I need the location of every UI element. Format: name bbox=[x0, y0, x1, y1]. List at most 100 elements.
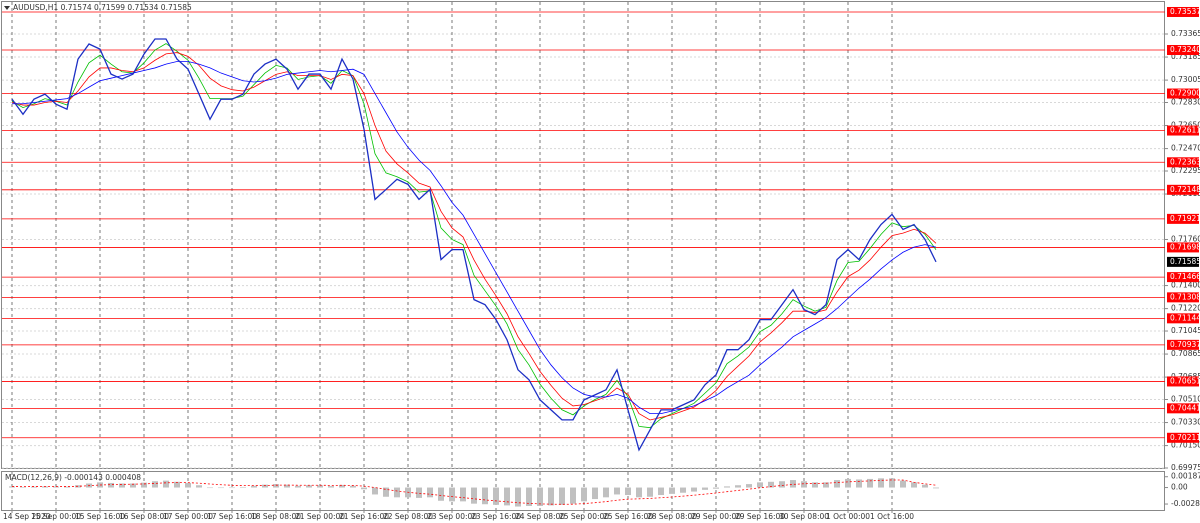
macd-bar bbox=[394, 487, 400, 498]
macd-bar bbox=[53, 486, 59, 488]
macd-bar bbox=[647, 487, 653, 497]
y-tick-label: 0.001878 bbox=[1171, 472, 1200, 481]
macd-bar bbox=[658, 487, 664, 496]
macd-bar bbox=[207, 487, 213, 489]
x-tick-label: 30 Sep 08:00 bbox=[779, 512, 829, 521]
series-line bbox=[11, 52, 937, 421]
macd-bar bbox=[427, 487, 433, 498]
y-tick-label: 0.70510 bbox=[1171, 395, 1200, 404]
macd-bar bbox=[603, 487, 609, 498]
macd-panel-border bbox=[1, 471, 1165, 511]
x-tick-label: 21 Sep 16:00 bbox=[339, 512, 389, 521]
macd-bar bbox=[317, 485, 323, 488]
macd-bar bbox=[20, 486, 26, 488]
x-tick-label: 15 Sep 00:00 bbox=[31, 512, 81, 521]
level-label-box bbox=[1167, 45, 1199, 56]
macd-bar bbox=[64, 486, 70, 488]
macd-bar bbox=[669, 487, 675, 494]
macd-bar bbox=[570, 487, 576, 504]
macd-bar bbox=[537, 487, 543, 506]
macd-bar bbox=[757, 482, 763, 488]
macd-bar bbox=[262, 484, 268, 488]
series-line bbox=[11, 38, 937, 452]
macd-bar bbox=[185, 482, 191, 488]
macd-bar bbox=[339, 484, 345, 488]
macd-bar bbox=[625, 487, 631, 496]
y-tick-label: 0.73185 bbox=[1171, 52, 1200, 61]
macd-bar bbox=[141, 482, 147, 488]
macd-bar bbox=[856, 479, 862, 488]
x-tick-label: 1 Oct 00:00 bbox=[826, 512, 870, 521]
level-label-box bbox=[1167, 292, 1199, 303]
level-label: 0.71308 bbox=[1170, 292, 1200, 301]
level-label: 0.71921 bbox=[1170, 214, 1200, 223]
level-label: 0.70441 bbox=[1170, 403, 1200, 412]
series-line bbox=[11, 479, 937, 505]
macd-bar bbox=[218, 487, 224, 489]
macd-bar bbox=[361, 487, 367, 490]
x-tick-label: 24 Sep 08:00 bbox=[515, 512, 565, 521]
macd-bar bbox=[900, 480, 906, 488]
x-tick-label: 23 Sep 16:00 bbox=[471, 512, 521, 521]
level-label-box bbox=[1167, 213, 1199, 224]
macd-bar bbox=[922, 484, 928, 488]
level-label: 0.71698 bbox=[1170, 242, 1200, 251]
macd-bar bbox=[438, 487, 444, 501]
chart-title: AUDUSD,H1 0.71574 0.71599 0.71534 0.7158… bbox=[13, 3, 192, 12]
level-label: 0.70211 bbox=[1170, 433, 1200, 442]
level-label-box bbox=[1167, 6, 1199, 17]
level-label: 0.73537 bbox=[1170, 7, 1200, 16]
macd-bar bbox=[471, 487, 477, 504]
x-tick-label: 29 Sep 00:00 bbox=[691, 512, 741, 521]
level-label: 0.70937 bbox=[1170, 340, 1200, 349]
macd-bar bbox=[383, 487, 389, 497]
macd-bar bbox=[515, 487, 521, 507]
macd-bar bbox=[724, 486, 730, 488]
macd-bar bbox=[823, 482, 829, 488]
x-tick-label: 22 Sep 08:00 bbox=[383, 512, 433, 521]
macd-bar bbox=[196, 485, 202, 488]
x-tick-label: 14 Sep 2020 bbox=[3, 512, 51, 521]
macd-bar bbox=[482, 487, 488, 505]
current-price-box bbox=[1167, 256, 1199, 267]
y-tick-label: 0.00 bbox=[1171, 483, 1188, 492]
macd-bar bbox=[812, 482, 818, 488]
x-tick-label: 17 Sep 00:00 bbox=[163, 512, 213, 521]
macd-bar bbox=[229, 487, 235, 489]
macd-bar bbox=[768, 481, 774, 488]
macd-title: MACD(12,26,9) -0.000143 0.000408 bbox=[5, 473, 141, 482]
macd-bar bbox=[350, 485, 356, 488]
level-label: 0.73240 bbox=[1170, 45, 1200, 54]
current-price-label: 0.71585 bbox=[1170, 257, 1200, 266]
y-tick-label: 0.72830 bbox=[1171, 97, 1200, 106]
y-tick-label: 0.72295 bbox=[1171, 166, 1200, 175]
macd-bar bbox=[581, 487, 587, 502]
menu-arrow[interactable] bbox=[4, 6, 10, 10]
x-tick-label: 17 Sep 16:00 bbox=[207, 512, 257, 521]
macd-bar bbox=[878, 478, 884, 488]
macd-bar bbox=[174, 481, 180, 488]
level-label: 0.71466 bbox=[1170, 272, 1200, 281]
macd-bar bbox=[691, 487, 697, 492]
macd-bar bbox=[779, 481, 785, 488]
macd-bar bbox=[548, 487, 554, 506]
level-label-box bbox=[1167, 376, 1199, 387]
y-tick-label: 0.71045 bbox=[1171, 326, 1200, 335]
macd-bar bbox=[449, 487, 455, 502]
level-label-box bbox=[1167, 157, 1199, 168]
y-tick-label: 0.72470 bbox=[1171, 144, 1200, 153]
level-label-box bbox=[1167, 432, 1199, 443]
series-line bbox=[11, 43, 937, 429]
level-label-box bbox=[1167, 88, 1199, 99]
level-label-box bbox=[1167, 125, 1199, 136]
macd-bar bbox=[911, 482, 917, 488]
macd-bar bbox=[746, 484, 752, 488]
macd-bar bbox=[372, 487, 378, 495]
x-tick-label: 25 Sep 00:00 bbox=[559, 512, 609, 521]
level-label: 0.72363 bbox=[1170, 157, 1200, 166]
macd-bar bbox=[163, 480, 169, 488]
macd-bar bbox=[845, 478, 851, 488]
y-tick-label: 0.70330 bbox=[1171, 418, 1200, 427]
